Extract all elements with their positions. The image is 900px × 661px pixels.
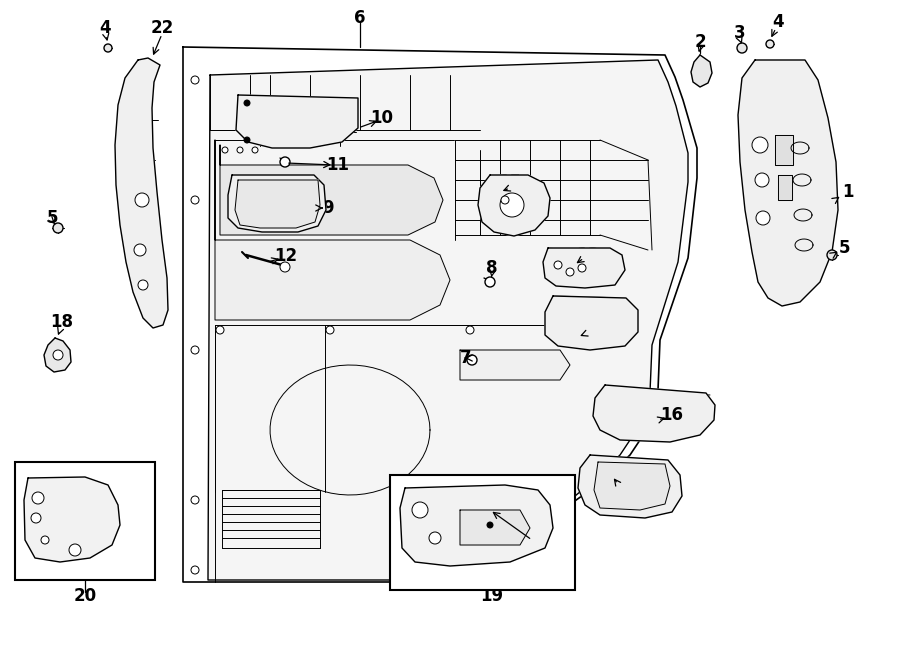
Text: 1: 1 bbox=[842, 183, 854, 201]
Text: 10: 10 bbox=[371, 109, 393, 127]
Circle shape bbox=[244, 137, 250, 143]
Circle shape bbox=[53, 223, 63, 233]
Circle shape bbox=[134, 244, 146, 256]
Polygon shape bbox=[390, 495, 450, 545]
Text: 12: 12 bbox=[274, 247, 298, 265]
Polygon shape bbox=[778, 175, 792, 200]
Circle shape bbox=[135, 193, 149, 207]
Text: 4: 4 bbox=[772, 13, 784, 31]
Circle shape bbox=[566, 268, 574, 276]
Circle shape bbox=[752, 137, 768, 153]
Circle shape bbox=[501, 566, 509, 574]
Polygon shape bbox=[400, 485, 553, 566]
Circle shape bbox=[41, 536, 49, 544]
Circle shape bbox=[429, 532, 441, 544]
Circle shape bbox=[756, 211, 770, 225]
Text: 15: 15 bbox=[499, 173, 521, 191]
Circle shape bbox=[578, 264, 586, 272]
Text: 5: 5 bbox=[839, 239, 850, 257]
Polygon shape bbox=[460, 510, 530, 545]
Circle shape bbox=[596, 326, 604, 334]
Bar bbox=[15, 462, 155, 580]
Circle shape bbox=[467, 355, 477, 365]
Text: 7: 7 bbox=[460, 349, 472, 367]
Circle shape bbox=[191, 346, 199, 354]
Circle shape bbox=[191, 196, 199, 204]
Circle shape bbox=[69, 544, 81, 556]
Circle shape bbox=[755, 173, 769, 187]
Text: 14: 14 bbox=[576, 321, 599, 339]
Polygon shape bbox=[215, 140, 450, 320]
Circle shape bbox=[827, 250, 837, 260]
Polygon shape bbox=[235, 180, 320, 228]
Text: 11: 11 bbox=[327, 156, 349, 174]
Circle shape bbox=[485, 277, 495, 287]
Polygon shape bbox=[478, 175, 550, 236]
Circle shape bbox=[554, 261, 562, 269]
Polygon shape bbox=[593, 385, 715, 442]
Circle shape bbox=[326, 326, 334, 334]
Circle shape bbox=[104, 44, 112, 52]
Text: 6: 6 bbox=[355, 9, 365, 27]
Circle shape bbox=[500, 193, 524, 217]
Circle shape bbox=[31, 513, 41, 523]
Polygon shape bbox=[236, 95, 358, 148]
Polygon shape bbox=[578, 455, 682, 518]
Text: 8: 8 bbox=[486, 259, 498, 277]
Polygon shape bbox=[594, 462, 670, 510]
Circle shape bbox=[737, 43, 747, 53]
Circle shape bbox=[191, 566, 199, 574]
Circle shape bbox=[216, 326, 224, 334]
Circle shape bbox=[280, 157, 290, 167]
Circle shape bbox=[252, 147, 258, 153]
Circle shape bbox=[32, 492, 44, 504]
Circle shape bbox=[53, 350, 63, 360]
Circle shape bbox=[466, 326, 474, 334]
Text: 17: 17 bbox=[610, 479, 634, 497]
Polygon shape bbox=[208, 60, 688, 580]
Text: 16: 16 bbox=[661, 406, 683, 424]
Circle shape bbox=[244, 100, 250, 106]
Polygon shape bbox=[545, 296, 638, 350]
Text: 13: 13 bbox=[576, 246, 599, 264]
Circle shape bbox=[191, 76, 199, 84]
Text: 4: 4 bbox=[99, 19, 111, 37]
Text: 22: 22 bbox=[150, 19, 174, 37]
Polygon shape bbox=[460, 350, 570, 380]
Circle shape bbox=[646, 396, 654, 404]
Polygon shape bbox=[738, 60, 838, 306]
Polygon shape bbox=[228, 175, 326, 232]
Circle shape bbox=[237, 147, 243, 153]
Text: 21: 21 bbox=[528, 536, 552, 554]
Text: 5: 5 bbox=[46, 209, 58, 227]
Text: 19: 19 bbox=[481, 587, 504, 605]
Text: 20: 20 bbox=[74, 587, 96, 605]
Circle shape bbox=[766, 40, 774, 48]
Text: 2: 2 bbox=[694, 33, 706, 51]
Polygon shape bbox=[24, 477, 120, 562]
Bar bbox=[390, 475, 575, 590]
Text: 18: 18 bbox=[50, 313, 74, 331]
Polygon shape bbox=[220, 145, 443, 235]
Polygon shape bbox=[115, 58, 168, 328]
Circle shape bbox=[138, 280, 148, 290]
Circle shape bbox=[636, 496, 644, 504]
Polygon shape bbox=[183, 47, 697, 582]
Polygon shape bbox=[543, 248, 625, 288]
Circle shape bbox=[487, 522, 493, 528]
Text: 9: 9 bbox=[322, 199, 334, 217]
Circle shape bbox=[280, 262, 290, 272]
Circle shape bbox=[412, 502, 428, 518]
Text: 3: 3 bbox=[734, 24, 746, 42]
Polygon shape bbox=[44, 338, 71, 372]
Polygon shape bbox=[691, 55, 712, 87]
Circle shape bbox=[191, 496, 199, 504]
Polygon shape bbox=[775, 135, 793, 165]
Circle shape bbox=[501, 196, 509, 204]
Circle shape bbox=[222, 147, 228, 153]
